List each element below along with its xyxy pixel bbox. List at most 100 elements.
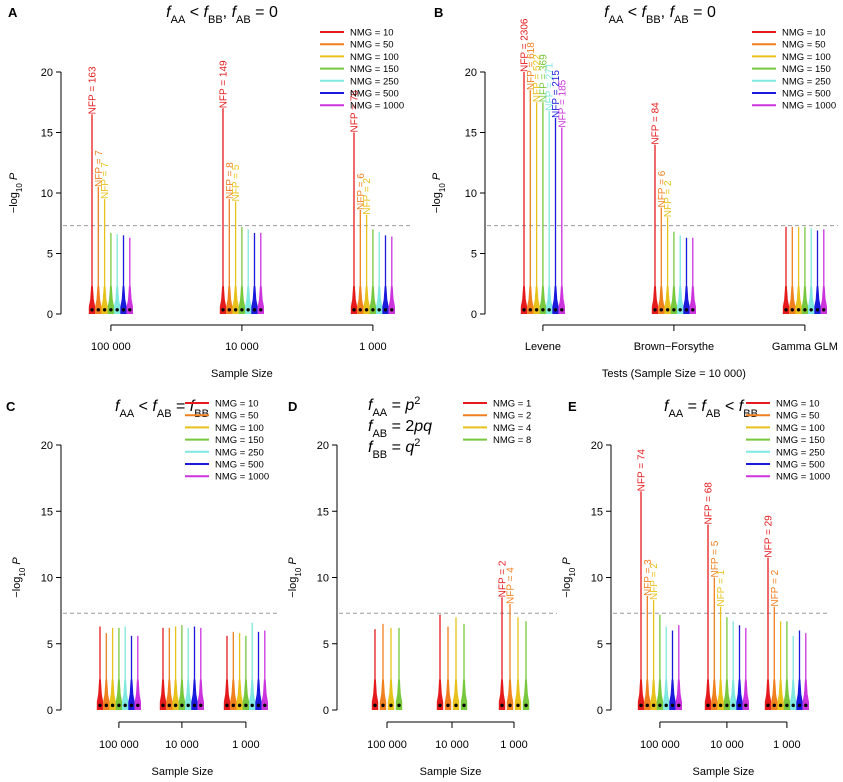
box	[539, 286, 547, 314]
panel-title: fAA = fAB < fBB	[664, 398, 758, 420]
median-dot	[233, 308, 238, 312]
y-tick-label: 15	[465, 128, 477, 140]
legend-label: NMG = 10	[782, 28, 826, 39]
median-dot	[381, 703, 385, 708]
median-dot	[110, 703, 115, 708]
y-tick-label: 20	[465, 67, 477, 79]
median-dot	[104, 703, 109, 708]
box	[522, 679, 530, 710]
box	[122, 679, 129, 710]
box	[238, 286, 246, 314]
median-dot	[227, 308, 231, 312]
median-dot	[90, 308, 94, 312]
median-dot	[815, 308, 820, 312]
legend-label: NMG = 10	[776, 399, 820, 410]
box	[103, 679, 110, 710]
box	[126, 286, 133, 314]
box	[245, 286, 252, 314]
panel-title: fAA < fBB, fAB = 0	[166, 4, 278, 26]
legend-label: NMG = 500	[776, 460, 825, 471]
box	[533, 286, 540, 314]
box	[650, 679, 657, 710]
nfp-annotation: NFP = 2	[663, 180, 674, 217]
box	[114, 286, 121, 314]
median-dot	[136, 703, 140, 708]
box	[506, 679, 514, 710]
median-dot	[522, 308, 526, 312]
y-axis-label: −log10 P	[431, 172, 447, 213]
box	[552, 286, 559, 314]
panel-label: C	[6, 399, 16, 414]
x-tick-label: 10 000	[710, 739, 744, 751]
median-dot	[186, 703, 190, 708]
box	[249, 679, 256, 710]
median-dot	[665, 308, 670, 312]
box	[689, 286, 696, 314]
nfp-annotation: NFP = 271	[545, 62, 556, 110]
x-tick-label: 100 000	[367, 739, 407, 751]
box	[109, 679, 116, 710]
box	[357, 286, 364, 314]
median-dot	[791, 703, 795, 708]
median-dot	[651, 703, 656, 708]
box	[651, 286, 659, 314]
x-tick-label: 1 000	[359, 341, 387, 353]
median-dot	[244, 703, 248, 708]
y-tick-label: 10	[41, 573, 53, 585]
legend-label: NMG = 150	[776, 435, 825, 446]
median-dot	[161, 703, 165, 708]
median-dot	[180, 703, 184, 708]
legend-label: NMG = 100	[350, 52, 399, 63]
box	[704, 679, 712, 710]
box	[226, 286, 233, 314]
nfp-annotation: NFP = 215	[551, 70, 562, 118]
nfp-annotation: NFP = 7	[100, 162, 111, 199]
median-dot	[797, 703, 802, 708]
y-tick-label: 15	[41, 506, 53, 518]
y-tick-label: 5	[47, 249, 53, 261]
median-dot	[706, 703, 710, 708]
median-dot	[98, 703, 102, 708]
box	[558, 286, 565, 314]
legend-label: NMG = 2	[493, 411, 531, 422]
legend-label: NMG = 1000	[782, 101, 836, 112]
median-dot	[508, 703, 512, 708]
box	[191, 679, 198, 710]
y-tick-label: 0	[323, 705, 329, 717]
nfp-annotation: NFP = 68	[704, 482, 715, 525]
legend-label: NMG = 500	[215, 460, 264, 471]
nfp-annotation: NFP = 522	[532, 54, 543, 102]
x-tick-label: 1 000	[232, 739, 260, 751]
legend-label: NMG = 50	[215, 411, 259, 422]
legend-label: NMG = 8	[493, 435, 531, 446]
box	[820, 286, 827, 314]
median-dot	[691, 308, 695, 312]
y-tick-label: 10	[591, 573, 603, 585]
x-tick-label: 100 000	[99, 739, 139, 751]
median-dot	[352, 308, 356, 312]
median-dot	[528, 308, 532, 312]
nfp-annotation: NFP = 149	[219, 60, 230, 108]
x-axis-label: Sample Size	[152, 766, 214, 778]
nfp-annotation: NFP = 6	[356, 173, 367, 210]
group-2: 1 000	[223, 622, 268, 751]
y-tick-label: 15	[317, 506, 329, 518]
box	[656, 679, 664, 710]
legend-label: NMG = 250	[782, 76, 831, 87]
box	[120, 286, 127, 314]
nfp-annotation: NFP = 2	[770, 569, 781, 606]
nfp-annotation: NFP = 185	[557, 79, 568, 127]
y-tick-label: 0	[597, 705, 603, 717]
box	[723, 679, 731, 710]
legend-label: NMG = 1000	[215, 472, 269, 483]
median-dot	[796, 308, 801, 312]
box	[134, 679, 141, 710]
box	[796, 679, 803, 710]
y-tick-label: 10	[317, 573, 329, 585]
median-dot	[240, 308, 244, 312]
legend-label: NMG = 250	[350, 76, 399, 87]
x-tick-label: 1 000	[773, 739, 801, 751]
